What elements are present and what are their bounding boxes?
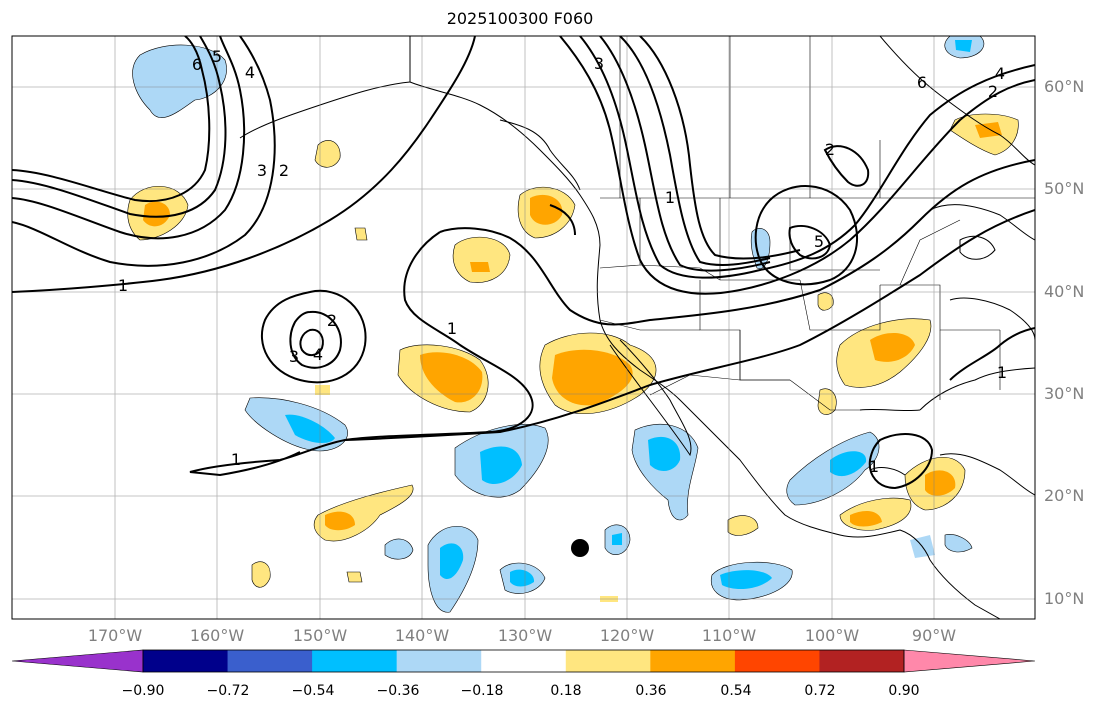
contour-label: 5 xyxy=(212,47,222,66)
colorbar-extend-low xyxy=(11,649,144,673)
lat-label-30n: 30°N xyxy=(1044,384,1085,403)
colorbar-outline xyxy=(142,649,905,673)
colorbar-tick-label: 0.54 xyxy=(720,683,752,699)
lon-label-130w: 130°W xyxy=(497,626,553,645)
contour-label: 1 xyxy=(231,450,241,469)
gridlines xyxy=(12,36,1035,619)
colorbar-tick-label: −0.18 xyxy=(460,683,504,699)
lon-label-100w: 100°W xyxy=(804,626,860,645)
colorbar xyxy=(11,649,1036,673)
contour-label: 4 xyxy=(313,345,323,364)
colorbar-segment xyxy=(396,650,482,672)
colorbar-segment xyxy=(819,650,905,672)
lon-label-170w: 170°W xyxy=(87,626,143,645)
contour-label: 1 xyxy=(869,457,879,476)
colorbar-segment xyxy=(143,650,229,672)
contour-labels: 1 1 1 1 1 2 2 2 3 3 3 4 4 5 5 6 6 1 2 4 xyxy=(118,47,1007,476)
colorbar-tick-label: 0.36 xyxy=(635,683,667,699)
contour-label: 2 xyxy=(988,82,998,101)
political-borders xyxy=(599,36,1035,411)
contour-label: 4 xyxy=(995,64,1005,83)
contour-label: 1 xyxy=(447,319,457,338)
lon-label-90w: 90°W xyxy=(911,626,957,645)
contour-label: 1 xyxy=(997,363,1007,382)
positive-anomaly-shading xyxy=(127,113,1019,602)
lon-label-160w: 160°W xyxy=(189,626,245,645)
lat-label-10n: 10°N xyxy=(1044,589,1085,608)
colorbar-segment xyxy=(312,650,398,672)
lat-label-60n: 60°N xyxy=(1044,77,1085,96)
colorbar-segment xyxy=(650,650,736,672)
map-frame xyxy=(11,35,1036,620)
colorbar-tick-label: 0.90 xyxy=(888,683,920,699)
colorbar-tick-label: −0.72 xyxy=(206,683,250,699)
contour-label: 2 xyxy=(327,311,337,330)
contour-label: 1 xyxy=(665,188,675,207)
contour-label: 5 xyxy=(814,232,824,251)
contour-label: 2 xyxy=(279,161,289,180)
colorbar-tick-label: 0.18 xyxy=(550,683,582,699)
colorbar-segment xyxy=(227,650,313,672)
colorbar-segment xyxy=(565,650,651,672)
coastlines xyxy=(239,36,1035,619)
lon-label-150w: 150°W xyxy=(292,626,348,645)
lat-label-20n: 20°N xyxy=(1044,486,1085,505)
contour-label: 3 xyxy=(594,54,604,73)
lon-label-110w: 110°W xyxy=(701,626,757,645)
lon-label-140w: 140°W xyxy=(394,626,450,645)
contour-label: 6 xyxy=(917,73,927,92)
contour-lines xyxy=(12,36,1035,490)
lat-label-50n: 50°N xyxy=(1044,179,1085,198)
contour-label: 3 xyxy=(257,161,267,180)
location-marker xyxy=(571,539,589,557)
colorbar-segment xyxy=(481,650,567,672)
lat-label-40n: 40°N xyxy=(1044,282,1085,301)
colorbar-segment xyxy=(734,650,820,672)
colorbar-tick-label: −0.54 xyxy=(291,683,335,699)
colorbar-tick-label: 0.72 xyxy=(804,683,836,699)
contour-label: 4 xyxy=(245,63,255,82)
colorbar-tick-label: −0.36 xyxy=(376,683,420,699)
contour-label: 3 xyxy=(289,347,299,366)
colorbar-tick-label: −0.90 xyxy=(121,683,165,699)
contour-label: 6 xyxy=(192,55,202,74)
colorbar-extend-high xyxy=(903,649,1036,673)
lon-label-120w: 120°W xyxy=(599,626,655,645)
contour-label: 2 xyxy=(825,140,835,159)
contour-label: 1 xyxy=(118,276,128,295)
map-title: 2025100300 F060 xyxy=(446,9,594,28)
